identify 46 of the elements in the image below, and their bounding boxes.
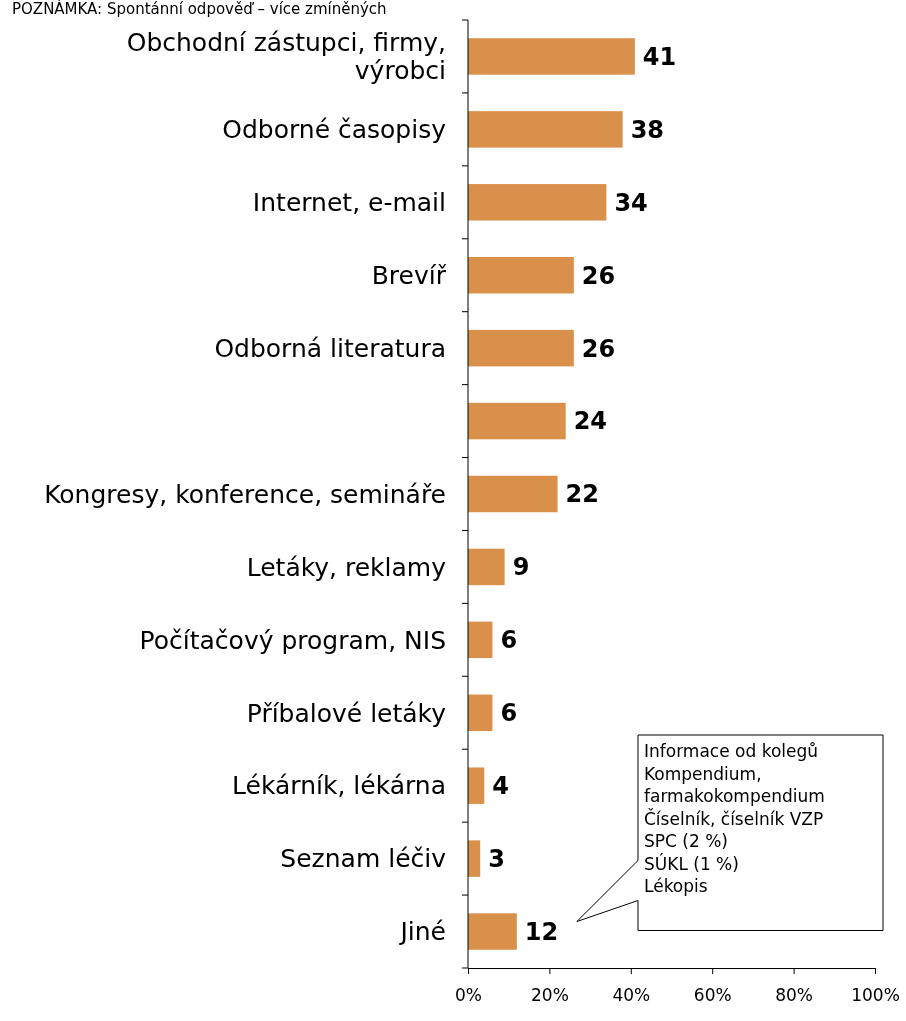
- data-label: 6: [500, 699, 518, 728]
- data-label: 24: [573, 407, 608, 436]
- data-label: 38: [630, 115, 665, 144]
- bar: [468, 621, 493, 659]
- annotation: Informace od kolegů Kompendium, farmakokompendium Číselník, číselník VZP SPC (2 %) SÚKL (1 %) Lékopis: [644, 741, 825, 896]
- y-tick-label: Počítačový program, NIS: [139, 625, 446, 655]
- data-label: 4: [492, 772, 509, 801]
- x-tick-label: 80%: [775, 984, 813, 1005]
- data-label: 26: [581, 334, 616, 363]
- bar: [468, 184, 607, 221]
- x-tick-label: 60%: [693, 984, 732, 1005]
- data-label: 3: [488, 845, 505, 874]
- y-tick-label: Kongresy, konference, semináře: [44, 479, 446, 509]
- bar: [468, 548, 505, 586]
- y-tick-label: Seznam léčiv: [280, 844, 447, 874]
- text: POZNÁMKA: Spontánní odpověď – více zmíněných: [12, 0, 387, 18]
- data-label: 9: [512, 553, 530, 582]
- bar: [468, 38, 635, 75]
- data-label: 12: [524, 917, 559, 946]
- data-label: 6: [500, 626, 518, 655]
- bar: [468, 329, 574, 367]
- y-tick-label: Odborná literatura: [214, 333, 446, 363]
- bar: [468, 694, 493, 731]
- data-label: 26: [581, 261, 616, 290]
- bar: [468, 913, 517, 950]
- y-tick-label: Obchodní zástupci, firmy, výrobci: [126, 28, 446, 86]
- bar: [468, 767, 485, 804]
- y-tick-label: Příbalové letáky: [246, 698, 447, 728]
- bar: [468, 840, 481, 877]
- x-tick-label: 100%: [851, 984, 900, 1005]
- data-label: 41: [642, 42, 677, 71]
- bar: [468, 257, 574, 294]
- x-tick-label: 0%: [455, 984, 482, 1005]
- bar: [468, 111, 623, 148]
- y-tick-label: Brevíř: [371, 260, 447, 290]
- bar: [468, 475, 558, 513]
- data-label: 22: [565, 480, 599, 509]
- bar: [468, 402, 566, 440]
- x-tick-label: 20%: [531, 984, 569, 1005]
- y-tick-label: Internet, e-mail: [252, 188, 446, 218]
- y-tick-label: Lékárník, lékárna: [232, 771, 446, 801]
- y-tick-label: Letáky, reklamy: [246, 552, 447, 582]
- data-label: 34: [614, 188, 648, 217]
- x-tick-label: 40%: [612, 984, 651, 1005]
- y-tick-label: Jiné: [398, 917, 446, 947]
- y-tick-label: Odborné časopisy: [222, 115, 447, 145]
